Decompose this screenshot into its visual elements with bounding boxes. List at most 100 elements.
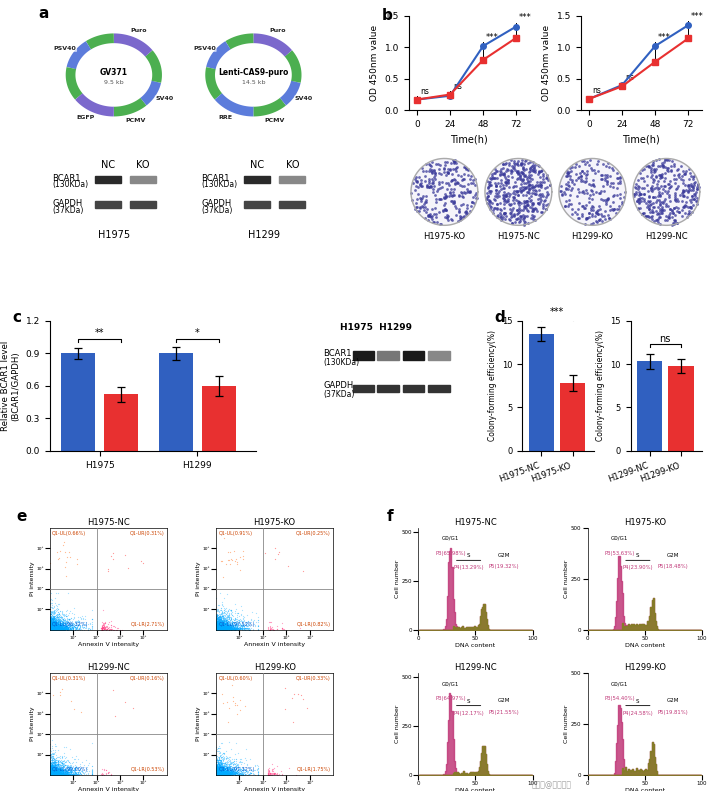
Point — [225, 620, 236, 633]
Point — [48, 759, 60, 771]
Point — [51, 766, 62, 778]
Point — [100, 623, 111, 635]
Point — [215, 763, 226, 775]
Point — [213, 623, 225, 635]
Point — [212, 619, 223, 631]
Point — [82, 623, 94, 636]
Point — [217, 619, 228, 631]
Point — [515, 212, 526, 225]
Point — [58, 621, 69, 634]
Point — [86, 765, 98, 778]
Point — [211, 758, 223, 770]
Point — [593, 214, 605, 226]
Point — [481, 187, 493, 199]
Point — [61, 622, 72, 634]
Point — [50, 621, 62, 634]
X-axis label: Time(h): Time(h) — [623, 134, 660, 145]
Point — [216, 623, 228, 635]
Point — [49, 763, 60, 776]
Point — [218, 623, 230, 635]
Point — [50, 760, 62, 773]
Point — [211, 610, 223, 623]
Point — [211, 754, 222, 766]
Point — [211, 623, 223, 635]
Point — [50, 759, 61, 771]
Point — [216, 764, 228, 777]
Point — [225, 765, 236, 778]
Point — [224, 622, 235, 634]
Point — [212, 766, 223, 779]
Point — [47, 766, 58, 779]
Point — [49, 768, 60, 781]
Point — [52, 618, 64, 630]
Point — [211, 623, 222, 636]
Point — [57, 766, 69, 779]
Point — [52, 619, 64, 632]
Point — [45, 620, 56, 633]
Point — [213, 623, 225, 636]
Point — [65, 619, 76, 631]
Point — [48, 764, 59, 777]
Point — [211, 766, 223, 778]
Point — [54, 755, 65, 767]
Point — [50, 767, 62, 780]
Point — [49, 623, 60, 635]
Point — [231, 611, 242, 624]
Point — [44, 608, 55, 621]
Point — [45, 768, 57, 781]
Point — [212, 619, 223, 631]
Point — [580, 175, 591, 187]
Point — [46, 618, 57, 630]
Point — [48, 760, 60, 773]
Bar — [637, 361, 662, 451]
Point — [50, 623, 62, 636]
Point — [54, 768, 65, 781]
Point — [54, 613, 65, 626]
Point — [50, 752, 62, 765]
Point — [220, 765, 231, 778]
Point — [225, 767, 236, 780]
Point — [57, 765, 69, 778]
Point — [46, 620, 57, 633]
Point — [71, 553, 82, 566]
Point — [52, 768, 64, 781]
Point — [216, 767, 228, 780]
Point — [215, 623, 226, 636]
Point — [60, 621, 71, 634]
Point — [221, 763, 233, 776]
Point — [213, 769, 224, 782]
Point — [213, 623, 225, 635]
Point — [229, 769, 240, 782]
Point — [50, 622, 61, 634]
Point — [50, 613, 61, 626]
Point — [63, 763, 74, 776]
Point — [50, 619, 62, 632]
Point — [45, 615, 56, 627]
Point — [46, 765, 57, 778]
Point — [219, 617, 230, 630]
Point — [211, 619, 222, 632]
Point — [47, 615, 58, 627]
Point — [211, 621, 222, 634]
Point — [231, 623, 242, 636]
Point — [213, 619, 224, 631]
Point — [44, 766, 55, 779]
Point — [588, 179, 599, 191]
Point — [53, 767, 65, 780]
Point — [217, 622, 228, 634]
Point — [49, 623, 60, 636]
Point — [65, 768, 76, 781]
Point — [442, 212, 453, 225]
Point — [45, 623, 56, 635]
Point — [68, 621, 79, 634]
Point — [45, 615, 57, 627]
Point — [66, 766, 77, 778]
Point — [46, 758, 57, 770]
Point — [214, 620, 225, 633]
Point — [211, 619, 223, 631]
Point — [213, 766, 224, 779]
Point — [277, 623, 289, 635]
Point — [211, 612, 222, 625]
Point — [48, 769, 60, 782]
Point — [50, 767, 62, 780]
